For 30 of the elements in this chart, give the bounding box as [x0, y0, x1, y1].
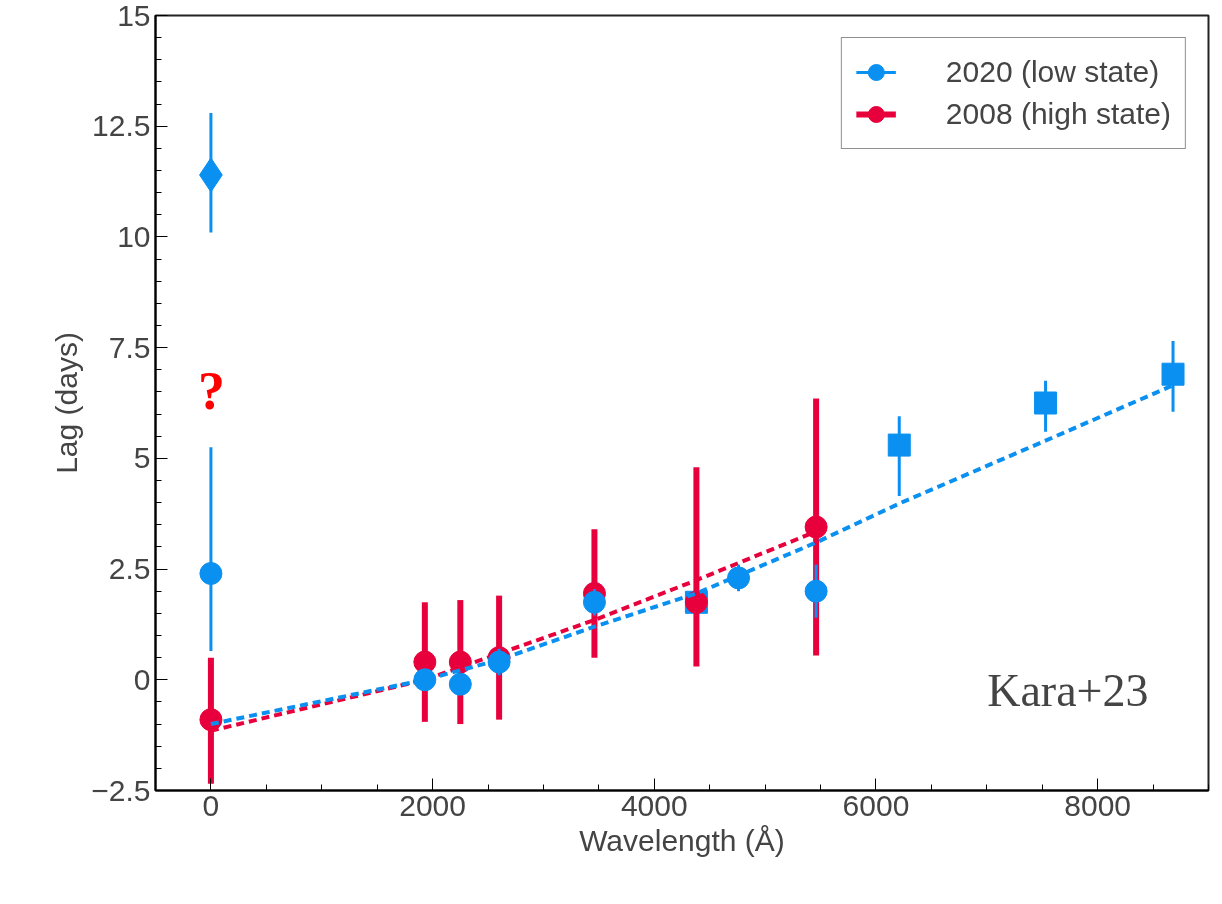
point: [887, 433, 911, 457]
point: [199, 708, 223, 732]
y-tick-label: 0: [133, 662, 151, 696]
point: [448, 672, 472, 696]
point: [804, 515, 828, 539]
annotation: Kara+23: [987, 664, 1149, 716]
point: [727, 566, 751, 590]
x-tick-label: 2000: [399, 788, 466, 822]
annotation: ?: [198, 360, 225, 421]
x-tick-label: 0: [202, 788, 220, 822]
y-tick-label: 5: [133, 441, 151, 475]
point: [413, 668, 437, 692]
y-tick-label: 15: [117, 0, 151, 32]
point: [582, 590, 606, 614]
x-axis-title: Wavelength (Å): [579, 823, 785, 857]
point: [1161, 362, 1185, 386]
x-tick-label: 8000: [1064, 788, 1132, 822]
point: [199, 562, 223, 585]
legend-label: 2020 (low state): [945, 55, 1160, 89]
y-tick-label: 10: [117, 219, 151, 253]
y-tick-label: 2.5: [108, 552, 151, 586]
y-tick-label: 7.5: [108, 330, 151, 364]
point: [1034, 391, 1058, 415]
y-axis-title: Lag (days): [50, 332, 84, 474]
x-tick-label: 4000: [620, 788, 688, 822]
legend-label: 2008 (high state): [945, 97, 1171, 131]
y-tick-label: 12.5: [92, 109, 151, 143]
y-tick-label: −2.5: [91, 773, 151, 807]
x-tick-label: 6000: [842, 788, 910, 822]
point: [804, 579, 828, 603]
